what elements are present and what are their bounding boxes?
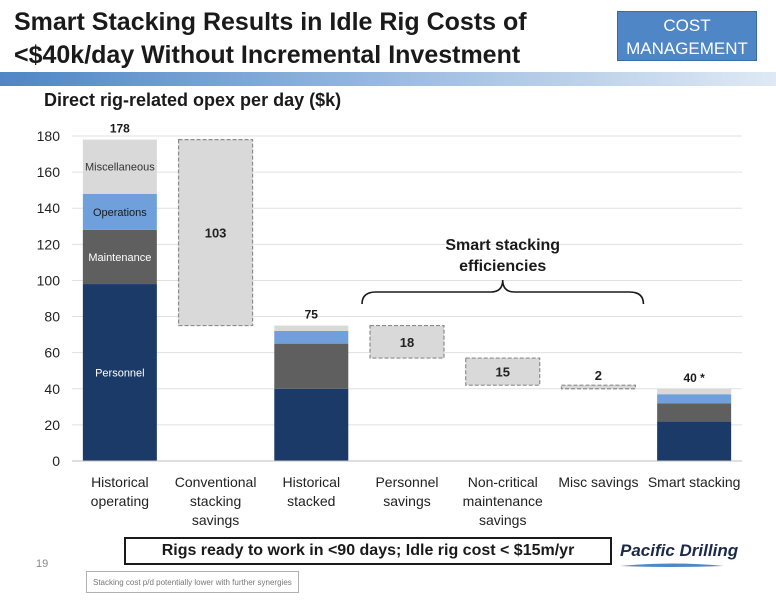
y-tick-label: 0 bbox=[52, 453, 60, 469]
bar-total-label: 40 * bbox=[683, 371, 705, 385]
y-tick-label: 20 bbox=[44, 417, 60, 433]
segment-label: Maintenance bbox=[88, 252, 151, 264]
x-category-label: Historical bbox=[282, 474, 340, 490]
bar-segment-maintenance bbox=[657, 403, 732, 422]
bar-total-label: 178 bbox=[110, 122, 130, 136]
y-tick-label: 100 bbox=[37, 272, 61, 288]
x-category-label: Smart stacking bbox=[648, 474, 741, 490]
savings-label: 15 bbox=[495, 365, 509, 380]
bar-segment-miscellaneous bbox=[82, 139, 157, 194]
segment-label: Miscellaneous bbox=[85, 162, 155, 174]
savings-label: 18 bbox=[400, 335, 414, 350]
y-tick-label: 180 bbox=[37, 128, 61, 144]
x-category-label: maintenance bbox=[463, 493, 543, 509]
bracket-label: efficiencies bbox=[459, 258, 546, 275]
bar-segment-operations bbox=[82, 193, 157, 230]
bar-segment-operations bbox=[657, 394, 732, 404]
bar-segment-personnel bbox=[274, 388, 349, 461]
summary-callout: Rigs ready to work in <90 days; Idle rig… bbox=[124, 537, 612, 565]
grid-lines bbox=[72, 135, 742, 462]
x-category-label: stacked bbox=[287, 493, 335, 509]
x-category-label: Historical bbox=[91, 474, 149, 490]
company-logo: Pacific Drilling bbox=[620, 541, 739, 560]
x-category-label: stacking bbox=[190, 493, 241, 509]
y-tick-label: 120 bbox=[37, 236, 61, 252]
bar-segment-miscellaneous bbox=[274, 325, 349, 331]
x-category-label: savings bbox=[383, 493, 430, 509]
x-category-label: Conventional bbox=[175, 474, 257, 490]
chart-subtitle: Direct rig-related opex per day ($k) bbox=[44, 90, 342, 110]
section-badge: COST MANAGEMENT bbox=[617, 11, 757, 61]
bar-segment-maintenance bbox=[274, 343, 349, 389]
chart-axes: 0 20 40 60 80 100 120 140 160 180 Historical operat… bbox=[37, 128, 742, 528]
bar-segment-personnel bbox=[82, 284, 157, 461]
x-category-label: savings bbox=[479, 512, 526, 528]
y-tick-label: 140 bbox=[37, 200, 61, 216]
savings-label: 103 bbox=[205, 226, 227, 241]
bar-segment-personnel bbox=[657, 421, 732, 461]
bracket-shape bbox=[361, 279, 645, 305]
bar-segment-operations bbox=[274, 331, 349, 344]
logo-swoosh-icon bbox=[620, 563, 724, 567]
segment-label: Personnel bbox=[95, 368, 145, 380]
x-category-label: Personnel bbox=[375, 474, 438, 490]
x-category-label: Non-critical bbox=[468, 474, 538, 490]
savings-bar bbox=[560, 384, 637, 390]
y-tick-label: 160 bbox=[37, 164, 61, 180]
y-tick-label: 60 bbox=[44, 345, 60, 361]
slide-title: Smart Stacking Results in Idle Rig Costs… bbox=[14, 8, 527, 69]
x-category-label: savings bbox=[192, 512, 239, 528]
segment-label: Operations bbox=[93, 207, 147, 219]
y-tick-label: 40 bbox=[44, 381, 60, 397]
bracket-label: Smart stacking bbox=[445, 237, 560, 254]
savings-bar bbox=[177, 139, 254, 327]
chart-bars bbox=[82, 139, 732, 461]
page-number: 19 bbox=[36, 558, 49, 570]
x-category-label: Misc savings bbox=[558, 474, 638, 490]
bar-total-label: 75 bbox=[305, 308, 319, 322]
header-rule bbox=[0, 72, 776, 86]
y-tick-label: 80 bbox=[44, 309, 60, 325]
footnote: Stacking cost p/d potentially lower with… bbox=[86, 571, 299, 593]
bar-segment-maintenance bbox=[82, 229, 157, 285]
savings-bar bbox=[369, 324, 445, 359]
x-category-label: operating bbox=[91, 493, 149, 509]
chart-labels: Personnel Maintenance Operations Miscellane… bbox=[85, 122, 705, 385]
bar-segment-miscellaneous bbox=[657, 388, 732, 395]
savings-label: 2 bbox=[595, 368, 602, 383]
savings-bar bbox=[465, 357, 541, 386]
waterfall-chart: Personnel Maintenance Operations Miscellane… bbox=[37, 122, 742, 528]
